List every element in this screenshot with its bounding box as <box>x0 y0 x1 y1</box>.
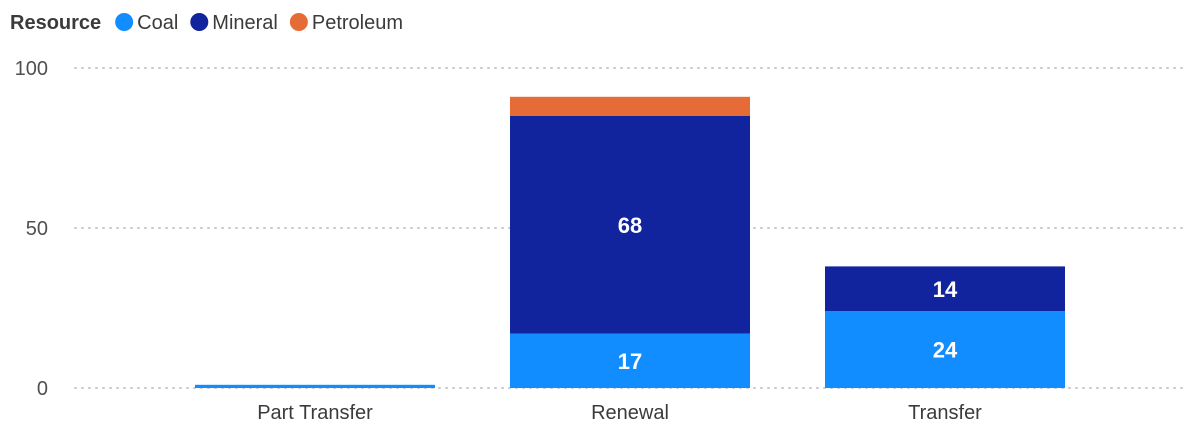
legend-label-petroleum: Petroleum <box>312 12 403 34</box>
legend-marker-mineral <box>190 13 209 31</box>
x-axis: Part Transfer Renewal Transfer <box>257 402 982 424</box>
data-label-transfer-coal: 24 <box>933 338 958 363</box>
y-tick-label-0: 0 <box>37 378 48 400</box>
bar-renewal-mineral <box>510 116 750 334</box>
data-label-renewal-mineral: 68 <box>618 213 642 238</box>
legend-title: Resource <box>10 12 101 34</box>
y-tick-label-50: 50 <box>26 218 48 240</box>
x-tick-label-part-transfer: Part Transfer <box>257 402 373 424</box>
legend-label-mineral: Mineral <box>212 12 278 34</box>
legend: Resource Coal Mineral Petroleum <box>10 12 403 34</box>
data-label-renewal-coal: 17 <box>618 349 642 374</box>
legend-marker-petroleum <box>289 13 308 31</box>
x-tick-label-renewal: Renewal <box>591 402 669 424</box>
legend-label-coal: Coal <box>137 12 178 34</box>
legend-marker-coal <box>115 13 134 31</box>
y-tick-label-100: 100 <box>15 58 48 80</box>
x-tick-label-transfer: Transfer <box>908 402 982 424</box>
bar-renewal-coal <box>510 333 750 388</box>
bar-renewal-petroleum <box>510 96 750 116</box>
bar-part-transfer-coal <box>195 384 435 388</box>
bar-transfer-mineral <box>825 266 1065 312</box>
bars: 17 68 24 14 <box>195 96 1065 388</box>
y-axis: 0 50 100 <box>15 58 48 400</box>
bar-transfer-coal <box>825 311 1065 388</box>
data-label-transfer-mineral: 14 <box>933 277 958 302</box>
